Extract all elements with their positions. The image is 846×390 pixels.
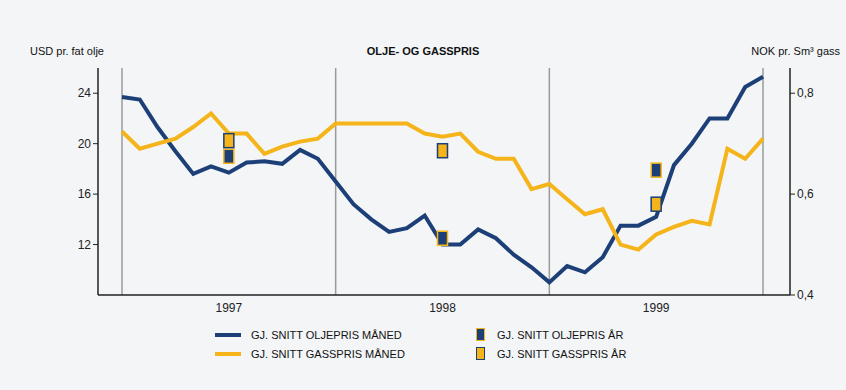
svg-text:0,6: 0,6	[797, 187, 814, 201]
html-text:GJ. SNITT OLJEPRIS ÅR: GJ. SNITT OLJEPRIS ÅR	[497, 328, 624, 341]
html-text:NOK pr. Sm³ gass: NOK pr. Sm³ gass	[751, 45, 840, 57]
svg-text:24: 24	[78, 86, 92, 100]
svg-text:1998: 1998	[429, 301, 456, 315]
html-text:OLJE- OG GASSPRIS: OLJE- OG GASSPRIS	[366, 45, 480, 57]
svg-text:0,4: 0,4	[797, 288, 814, 302]
html-text:GJ. SNITT OLJEPRIS MÅNED: GJ. SNITT OLJEPRIS MÅNED	[251, 328, 402, 341]
html-text:GJ. SNITT GASSPRIS MÅNED: GJ. SNITT GASSPRIS MÅNED	[251, 347, 405, 360]
svg-text:1999: 1999	[643, 301, 670, 315]
svg-text:0,8: 0,8	[797, 86, 814, 100]
svg-text:20: 20	[78, 137, 92, 151]
svg-text:16: 16	[78, 187, 92, 201]
svg-text:1997: 1997	[215, 301, 242, 315]
html-text:GJ. SNITT GASSPRIS ÅR: GJ. SNITT GASSPRIS ÅR	[497, 347, 627, 360]
html-text:USD pr. fat olje: USD pr. fat olje	[30, 45, 104, 57]
svg-text:12: 12	[78, 238, 92, 252]
